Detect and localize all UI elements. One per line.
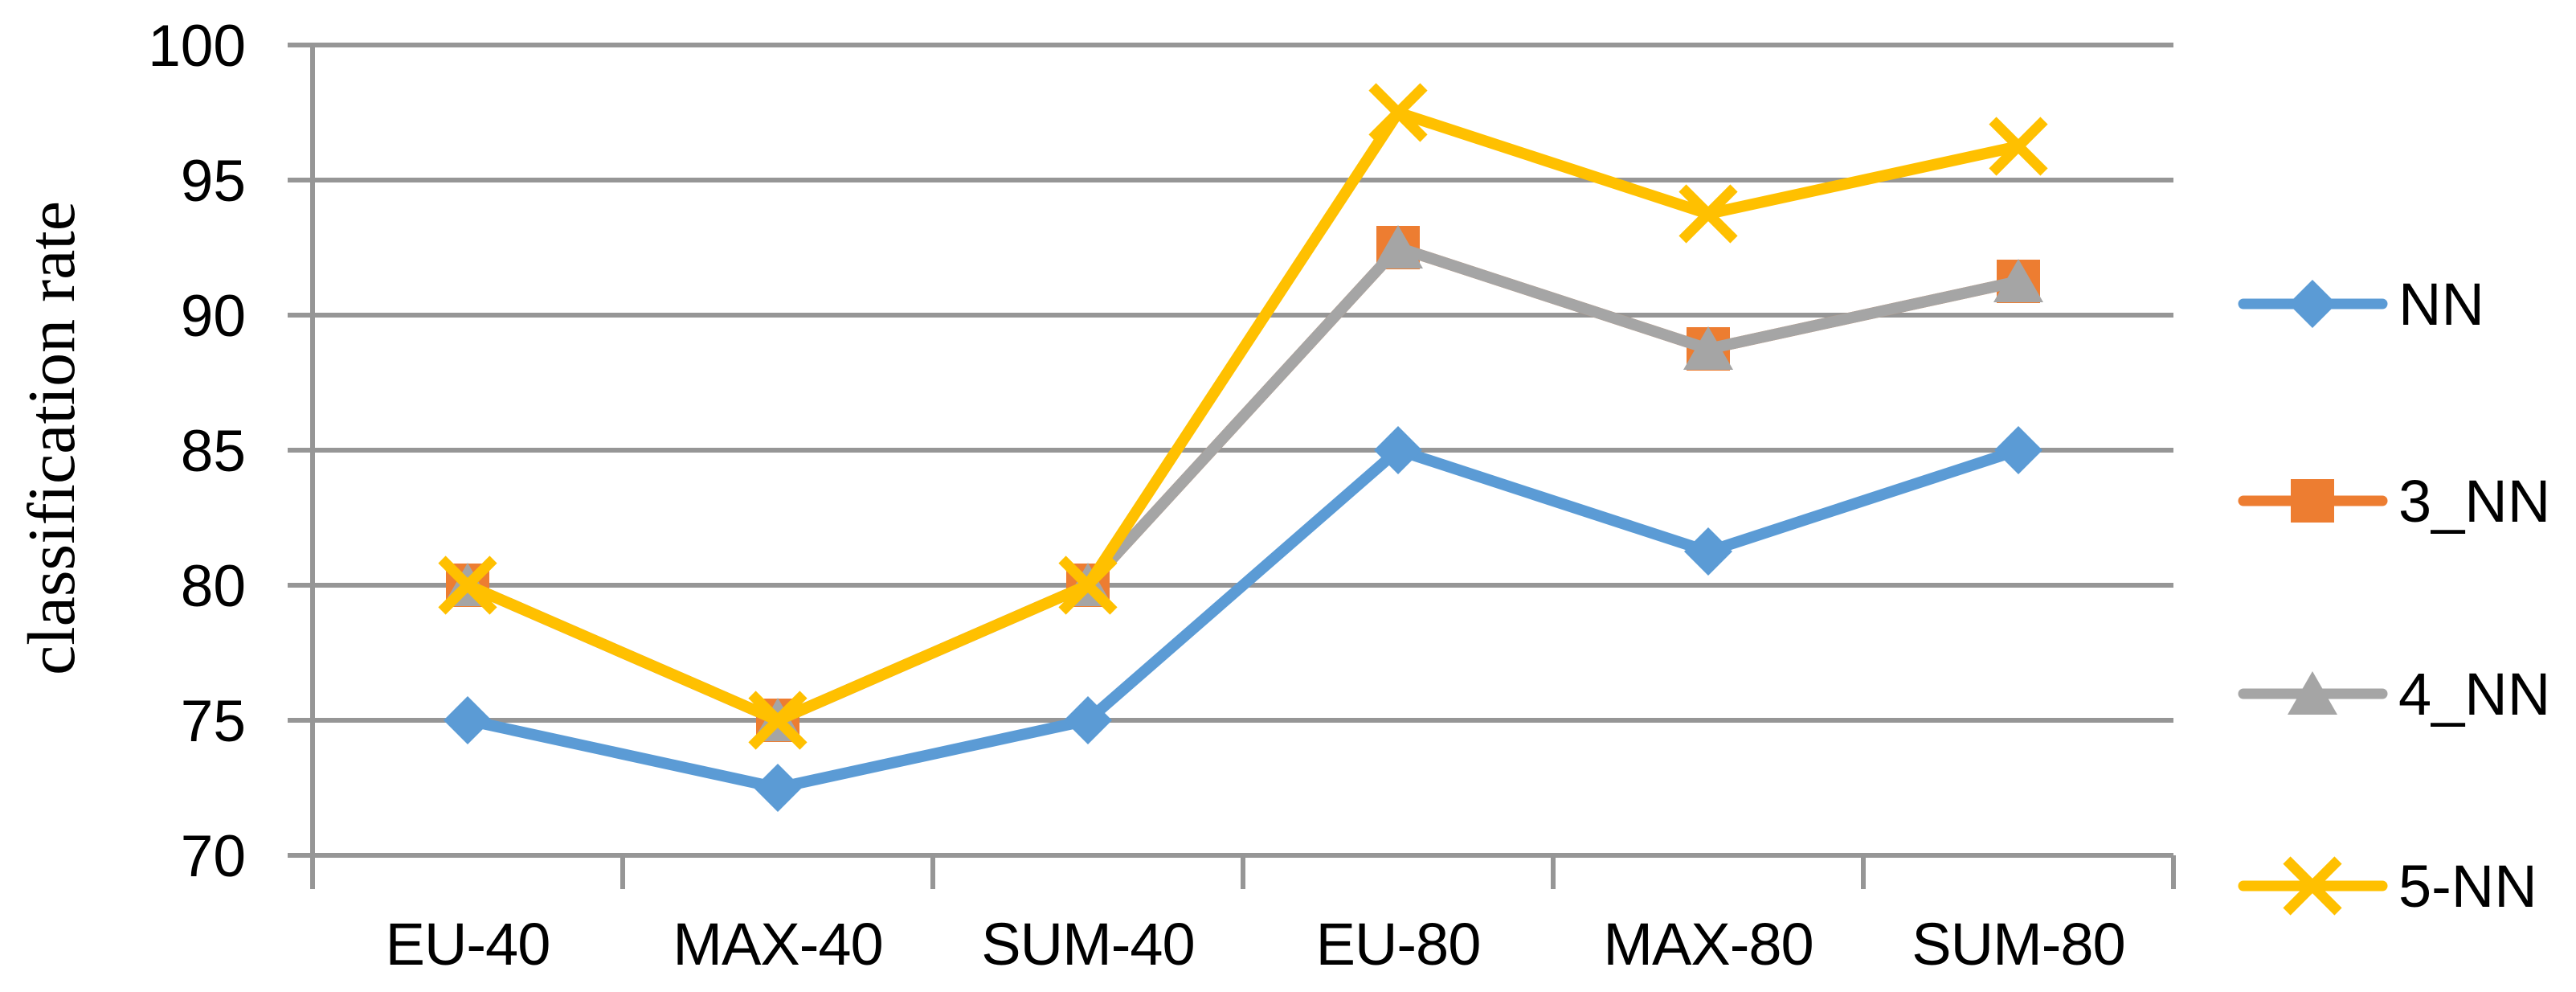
series-line-5-NN	[462, 107, 2024, 726]
legend-group: NN 3_NN 4_NN 5-NN	[2238, 271, 2550, 920]
series-5-NN-pt1-x-marker	[748, 691, 808, 750]
legend-item-5-NN: 5-NN	[2238, 853, 2537, 920]
series-4_NN	[443, 225, 2043, 741]
legend-item-NN: NN	[2238, 271, 2484, 338]
series-5-NN-pt3-x-marker	[1368, 83, 1428, 142]
y-tick-label-90: 90	[181, 284, 246, 349]
x-category-label-SUM-80: SUM-80	[1912, 911, 2124, 978]
series-line-NN	[462, 445, 2024, 793]
legend-5-NN-x-marker	[2283, 856, 2342, 916]
series-NN	[444, 426, 2042, 812]
y-tick-label-95: 95	[181, 149, 246, 214]
series-4_NN-pt5-triangle-marker	[1993, 259, 2043, 302]
series-5-NN-pt5-x-marker	[1989, 117, 2048, 176]
legend-label-5-NN: 5-NN	[2398, 853, 2537, 920]
series-3_NN	[446, 226, 2040, 742]
series-5-NN	[438, 83, 2048, 750]
series-5-NN-pt4-x-marker	[1678, 184, 1738, 244]
y-tick-label-85: 85	[181, 419, 246, 484]
series-NN-pt3-diamond-marker	[1374, 426, 1422, 474]
series-line-3_NN	[462, 242, 2024, 726]
x-category-label-EU-40: EU-40	[386, 911, 550, 978]
legend-label-4_NN: 4_NN	[2398, 661, 2550, 728]
x-category-label-MAX-40: MAX-40	[673, 911, 882, 978]
series-NN-pt5-diamond-marker	[1994, 426, 2042, 474]
x-category-label-SUM-40: SUM-40	[981, 911, 1194, 978]
x-category-label-EU-80: EU-80	[1316, 911, 1481, 978]
y-tick-label-80: 80	[181, 554, 246, 619]
y-tick-label-75: 75	[181, 689, 246, 754]
series-NN-pt4-diamond-marker	[1684, 527, 1732, 576]
series-4_NN-pt3-triangle-marker	[1373, 225, 1423, 268]
series-NN-pt0-diamond-marker	[444, 696, 492, 744]
series-group	[438, 83, 2048, 812]
legend-NN-diamond-marker	[2288, 280, 2337, 328]
series-NN-pt2-diamond-marker	[1064, 696, 1112, 744]
series-line-4_NN	[462, 242, 2024, 726]
series-NN-pt1-diamond-marker	[754, 764, 802, 812]
legend-label-NN: NN	[2398, 271, 2484, 338]
legend-label-3_NN: 3_NN	[2398, 468, 2550, 535]
y-tick-label-100: 100	[148, 14, 246, 79]
y-axis-title: classification rate	[14, 201, 89, 675]
x-category-label-MAX-80: MAX-80	[1603, 911, 1813, 978]
gridlines-group	[313, 43, 2173, 858]
legend-3_NN-square-marker	[2291, 479, 2334, 523]
series-5-NN-pt0-x-marker	[438, 555, 497, 615]
series-4_NN-pt4-triangle-marker	[1683, 326, 1733, 370]
y-tick-label-70: 70	[181, 824, 246, 889]
x-axis-group: EU-40 MAX-40 SUM-40 EU-80 MAX-80 SUM-80	[310, 855, 2176, 978]
series-5-NN-pt2-x-marker	[1058, 555, 1118, 615]
y-axis-group: 100 95 90 85 80 75 70	[148, 14, 315, 889]
legend-item-4_NN: 4_NN	[2238, 661, 2550, 728]
legend-4_NN-triangle-marker	[2288, 671, 2337, 715]
legend-item-3_NN: 3_NN	[2238, 468, 2550, 535]
